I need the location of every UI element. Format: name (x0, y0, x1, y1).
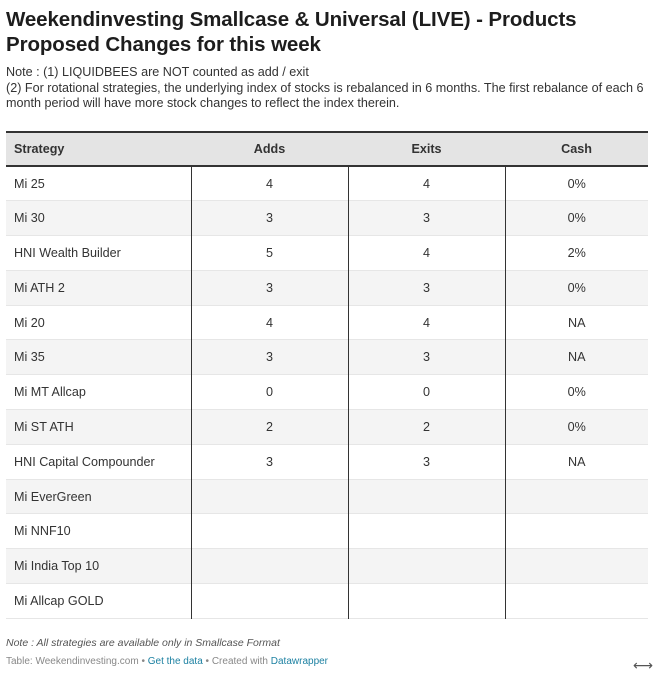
cell-cash (505, 479, 648, 514)
cell-strategy: Mi 25 (6, 166, 192, 201)
table-row: Mi EverGreen (6, 479, 648, 514)
header-strategy[interactable]: Strategy (14, 142, 65, 156)
cell-adds: 3 (191, 339, 349, 375)
table-row: Mi 30 3 3 0% (6, 200, 648, 236)
header-exits[interactable]: Exits (411, 142, 442, 156)
cell-exits: 4 (348, 166, 506, 201)
header-adds[interactable]: Adds (253, 142, 286, 156)
cell-strategy: Mi ST ATH (6, 409, 192, 445)
datawrapper-link[interactable]: Datawrapper (270, 656, 329, 667)
note-line-2: (2) For rotational strategies, the under… (6, 80, 644, 111)
cell-cash: 0% (567, 211, 586, 226)
cell-adds (191, 479, 349, 514)
cell-adds: 4 (191, 166, 349, 201)
cell-strategy: Mi 30 (6, 200, 192, 236)
table-row: HNI Capital Compounder 3 3 NA (6, 444, 648, 480)
cell-adds (191, 583, 349, 619)
cell-cash: 0% (567, 385, 586, 400)
cell-exits: 4 (348, 305, 506, 340)
cell-exits (348, 479, 506, 514)
cell-cash: NA (568, 350, 586, 365)
cell-exits: 2 (348, 409, 506, 445)
cell-strategy: Mi NNF10 (6, 513, 192, 549)
source-text: Table: Weekendinvesting.com • (6, 656, 148, 667)
table-body: Mi 25 4 4 0% Mi 30 3 3 0% HNI Wealth Builder 5 4 2%… (6, 166, 648, 619)
cell-exits: 3 (348, 444, 506, 480)
cell-adds: 4 (191, 305, 349, 340)
cell-exits: 3 (348, 339, 506, 375)
cell-strategy: Mi 20 (6, 305, 192, 340)
footer-note: Note : All strategies are available only… (6, 637, 280, 649)
table-row: Mi 35 3 3 NA (6, 339, 648, 375)
cell-adds: 3 (191, 444, 349, 480)
cell-exits: 3 (348, 270, 506, 306)
cell-strategy: HNI Wealth Builder (6, 235, 192, 271)
cell-strategy: HNI Capital Compounder (6, 444, 192, 480)
chart-container: Weekendinvesting Smallcase & Universal (… (6, 0, 648, 619)
source-line: Table: Weekendinvesting.com • Get the da… (6, 656, 328, 667)
cell-adds (191, 548, 349, 584)
cell-adds: 0 (191, 374, 349, 410)
table-row: Mi NNF10 (6, 513, 648, 549)
table-row: Mi 25 4 4 0% (6, 166, 648, 201)
table-row: Mi 20 4 4 NA (6, 305, 648, 340)
cell-exits: 4 (348, 235, 506, 271)
cell-exits (348, 513, 506, 549)
cell-cash: 2% (567, 245, 586, 260)
cell-adds: 3 (191, 270, 349, 306)
cell-cash: NA (568, 454, 586, 469)
cell-exits (348, 583, 506, 619)
expand-icon[interactable]: ⟷ (632, 657, 653, 673)
cell-adds: 5 (191, 235, 349, 271)
cell-strategy: Mi ATH 2 (6, 270, 192, 306)
strategy-table: Strategy Adds Exits Cash Mi 25 4 4 0% Mi 30 3… (6, 131, 648, 619)
cell-cash: 0% (567, 176, 586, 191)
table-row: HNI Wealth Builder 5 4 2% (6, 235, 648, 271)
cell-cash (505, 584, 648, 619)
cell-cash: 0% (567, 419, 586, 434)
cell-exits: 3 (348, 200, 506, 236)
cell-strategy: Mi Allcap GOLD (6, 583, 192, 619)
created-with-text: • Created with (202, 656, 271, 667)
chart-title: Weekendinvesting Smallcase & Universal (… (6, 8, 577, 56)
table-row: Mi MT Allcap 0 0 0% (6, 374, 648, 410)
table-header-row: Strategy Adds Exits Cash (6, 132, 648, 166)
cell-adds (191, 513, 349, 549)
cell-strategy: Mi 35 (6, 339, 192, 375)
cell-cash (505, 514, 648, 549)
cell-adds: 2 (191, 409, 349, 445)
table-row: Mi ST ATH 2 2 0% (6, 409, 648, 445)
cell-adds: 3 (191, 200, 349, 236)
cell-cash: 0% (567, 280, 586, 295)
cell-strategy: Mi India Top 10 (6, 548, 192, 584)
table-row: Mi ATH 2 3 3 0% (6, 270, 648, 306)
cell-strategy: Mi EverGreen (6, 479, 192, 514)
cell-strategy: Mi MT Allcap (6, 374, 192, 410)
cell-cash (505, 549, 648, 584)
chart-description: Note : (1) LIQUIDBEES are NOT counted as… (6, 65, 648, 112)
cell-exits: 0 (348, 374, 506, 410)
cell-exits (348, 548, 506, 584)
header-cash[interactable]: Cash (561, 142, 592, 156)
table-row: Mi Allcap GOLD (6, 583, 648, 619)
table-row: Mi India Top 10 (6, 548, 648, 584)
cell-cash: NA (568, 315, 586, 330)
get-data-link[interactable]: Get the data (147, 656, 203, 667)
note-line-1: Note : (1) LIQUIDBEES are NOT counted as… (6, 65, 309, 79)
